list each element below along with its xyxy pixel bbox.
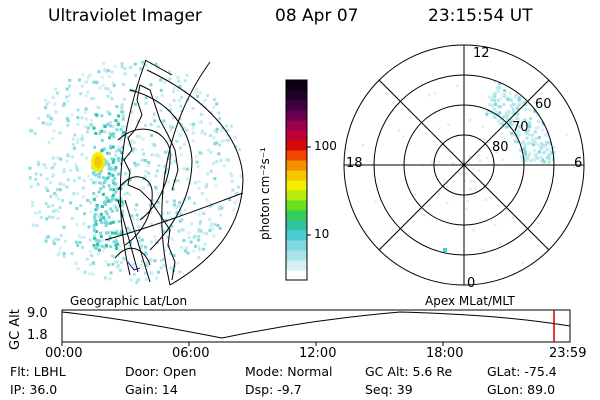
polar-emission-spot — [443, 248, 447, 252]
colorbar-tick-10: 10 — [314, 227, 330, 241]
mlat-label-80: 80 — [492, 140, 509, 155]
mlt-label-18: 18 — [346, 156, 363, 171]
bright-emission-core — [94, 156, 102, 168]
polar-panel-label: Apex MLat/MLT — [425, 294, 515, 308]
altitude-x-tick-label-0: 00:00 — [45, 346, 83, 361]
geo-latitude-status: GLat: -75.4 — [487, 364, 557, 379]
colorbar-segment — [286, 90, 307, 101]
colorbar-segment — [286, 240, 307, 251]
colorbar-segment — [286, 80, 307, 91]
colorbar-segment — [286, 190, 307, 201]
altitude-y-tick-high: 9.0 — [27, 306, 48, 321]
colorbar-segment — [286, 150, 307, 161]
mlt-label-6: 6 — [574, 156, 583, 171]
gc-altitude-status: GC Alt: 5.6 Re — [365, 364, 453, 379]
date-label: 08 Apr 07 — [275, 6, 359, 26]
mlat-label-60: 60 — [535, 97, 552, 112]
colorbar-segment — [286, 220, 307, 231]
altitude-curve — [61, 311, 571, 339]
mlat-label-70: 70 — [512, 120, 529, 135]
mlt-label-12: 12 — [473, 46, 490, 61]
sequence-status: Seq: 39 — [365, 382, 413, 397]
polar-grid — [343, 44, 585, 286]
altitude-axis-label: GC Alt — [8, 309, 23, 350]
filter-status: Flt: LBHL — [10, 364, 66, 379]
colorbar-segment — [286, 210, 307, 221]
coastline-outline — [123, 84, 179, 281]
colorbar-segment — [286, 130, 307, 141]
colorbar-segment — [286, 170, 307, 181]
colorbar-segment — [286, 200, 307, 211]
colorbar-tick-100: 100 — [314, 139, 337, 153]
altitude-x-tick-label-4: 23:59 — [549, 346, 587, 361]
altitude-x-tick-label-1: 06:00 — [172, 346, 210, 361]
altitude-x-tick-label-3: 18:00 — [426, 346, 464, 361]
instrument-title: Ultraviolet Imager — [48, 6, 202, 26]
colorbar-segment — [286, 230, 307, 241]
geo-longitude-status: GLon: 89.0 — [487, 382, 556, 397]
colorbar-segment — [286, 180, 307, 191]
altitude-x-tick-label-2: 12:00 — [299, 346, 337, 361]
altitude-plot-frame — [61, 309, 571, 343]
geo-panel-label: Geographic Lat/Lon — [70, 294, 188, 308]
auroral-emission-dots — [28, 61, 243, 284]
altitude-y-tick-low: 1.8 — [27, 328, 48, 343]
door-status: Door: Open — [125, 364, 197, 379]
dsp-status: Dsp: -9.7 — [245, 382, 302, 397]
time-label: 23:15:54 UT — [428, 6, 533, 26]
colorbar-segment — [286, 120, 307, 131]
colorbar-segment — [286, 110, 307, 121]
colorbar-segment — [286, 270, 307, 281]
ip-status: IP: 36.0 — [10, 382, 58, 397]
mode-status: Mode: Normal — [245, 364, 333, 379]
gain-status: Gain: 14 — [125, 382, 178, 397]
colorbar-segment — [286, 100, 307, 111]
colorbar-segment — [286, 140, 307, 151]
mlt-label-0: 0 — [467, 276, 476, 291]
antarctic-peninsula-outline — [127, 261, 141, 271]
geographic-grid-lines — [104, 59, 244, 286]
colorbar-segment — [286, 250, 307, 261]
colorbar-segment — [286, 160, 307, 171]
colorbar-segment — [286, 260, 307, 271]
